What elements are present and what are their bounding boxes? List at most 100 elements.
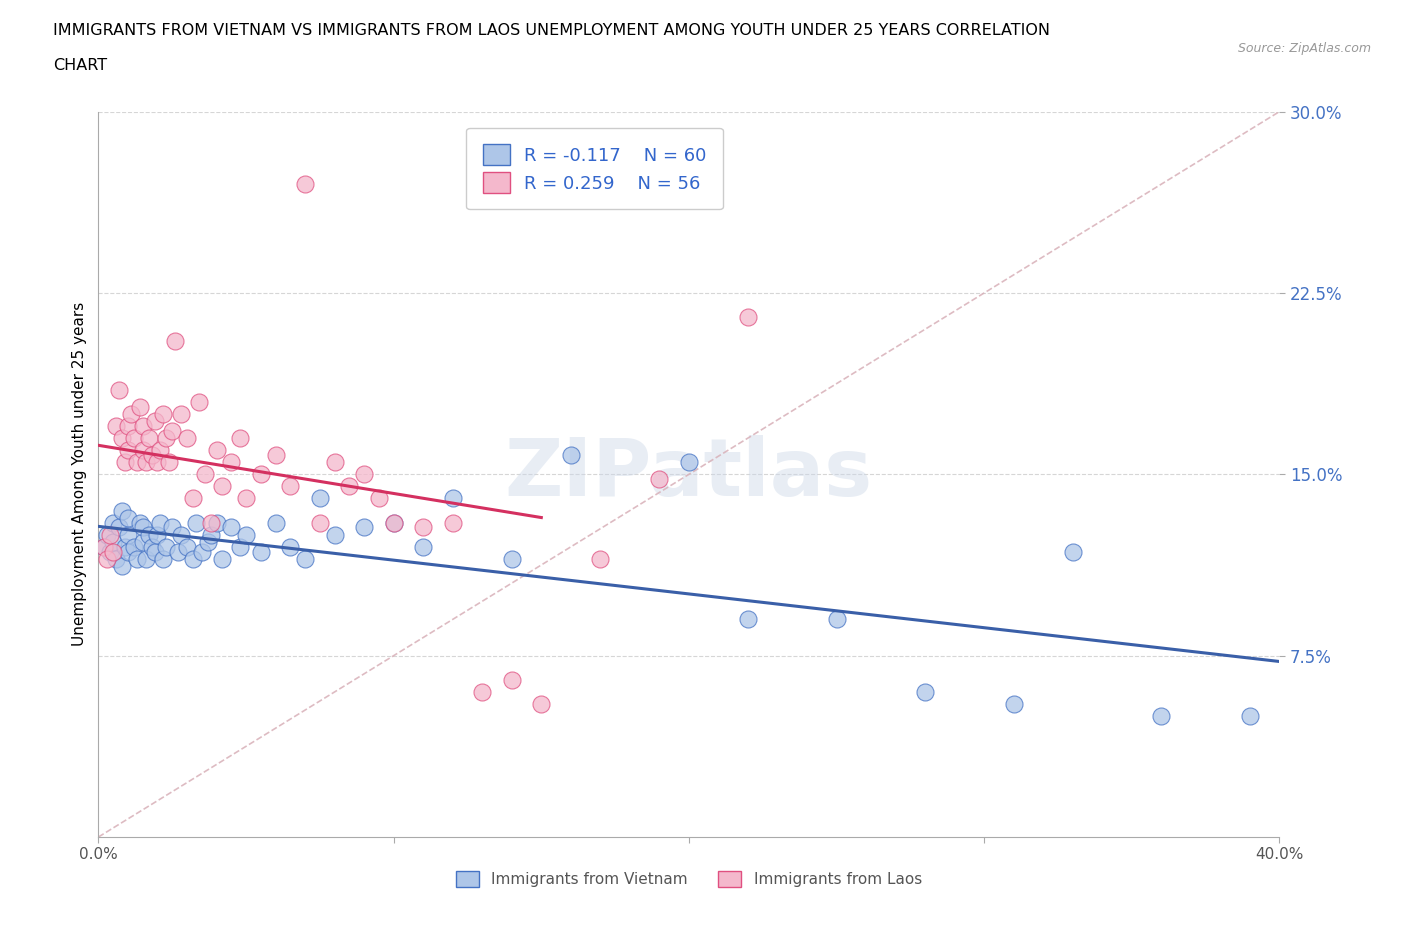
Point xyxy=(114,455,136,470)
Point xyxy=(309,515,332,530)
Point xyxy=(114,539,136,554)
Point xyxy=(117,418,139,433)
Point xyxy=(825,612,848,627)
Point xyxy=(103,535,125,550)
Point xyxy=(117,443,139,458)
Point xyxy=(264,447,287,462)
Point xyxy=(471,684,494,699)
Point xyxy=(108,520,131,535)
Point xyxy=(125,455,148,470)
Point xyxy=(93,539,115,554)
Point xyxy=(205,443,228,458)
Point xyxy=(353,520,375,535)
Point xyxy=(530,697,553,711)
Point xyxy=(146,455,169,470)
Point xyxy=(143,544,166,559)
Point xyxy=(103,515,125,530)
Point xyxy=(138,431,160,445)
Point xyxy=(221,455,243,470)
Point xyxy=(187,394,209,409)
Point xyxy=(117,511,139,525)
Point xyxy=(155,431,177,445)
Point xyxy=(152,406,174,421)
Point xyxy=(501,551,523,566)
Point xyxy=(143,414,166,429)
Point xyxy=(294,177,316,192)
Point xyxy=(132,535,155,550)
Point xyxy=(96,551,118,566)
Point xyxy=(170,406,193,421)
Point xyxy=(108,382,131,397)
Point xyxy=(155,539,177,554)
Text: IMMIGRANTS FROM VIETNAM VS IMMIGRANTS FROM LAOS UNEMPLOYMENT AMONG YOUTH UNDER 2: IMMIGRANTS FROM VIETNAM VS IMMIGRANTS FR… xyxy=(53,23,1050,38)
Point xyxy=(162,423,183,438)
Point xyxy=(211,479,233,494)
Point xyxy=(128,515,150,530)
Point xyxy=(678,455,700,470)
Point xyxy=(323,527,346,542)
Point xyxy=(250,467,273,482)
Point xyxy=(103,544,125,559)
Point xyxy=(120,406,142,421)
Point xyxy=(157,455,180,470)
Point xyxy=(117,527,139,542)
Point xyxy=(441,515,464,530)
Point xyxy=(235,491,257,506)
Point xyxy=(117,544,139,559)
Point xyxy=(280,479,302,494)
Point xyxy=(309,491,332,506)
Point xyxy=(229,431,252,445)
Point xyxy=(264,515,287,530)
Point xyxy=(181,551,204,566)
Point xyxy=(250,544,273,559)
Point xyxy=(280,539,302,554)
Point xyxy=(146,527,169,542)
Point xyxy=(197,535,219,550)
Point xyxy=(122,539,145,554)
Point xyxy=(323,455,346,470)
Legend: Immigrants from Vietnam, Immigrants from Laos: Immigrants from Vietnam, Immigrants from… xyxy=(449,863,929,895)
Text: CHART: CHART xyxy=(53,58,107,73)
Point xyxy=(1002,697,1025,711)
Point xyxy=(191,544,214,559)
Point xyxy=(914,684,936,699)
Point xyxy=(1239,709,1261,724)
Point xyxy=(184,515,207,530)
Point xyxy=(412,520,434,535)
Point xyxy=(152,551,174,566)
Point xyxy=(176,431,198,445)
Point xyxy=(93,539,115,554)
Point xyxy=(149,443,172,458)
Point xyxy=(353,467,375,482)
Point xyxy=(294,551,316,566)
Point xyxy=(165,334,187,349)
Point xyxy=(98,544,121,559)
Point xyxy=(441,491,464,506)
Point xyxy=(141,447,163,462)
Point xyxy=(135,551,157,566)
Point xyxy=(412,539,434,554)
Point xyxy=(105,551,128,566)
Text: Source: ZipAtlas.com: Source: ZipAtlas.com xyxy=(1237,42,1371,55)
Point xyxy=(648,472,671,486)
Point xyxy=(501,672,523,687)
Point xyxy=(105,418,128,433)
Point xyxy=(229,539,252,554)
Point xyxy=(122,431,145,445)
Point xyxy=(382,515,405,530)
Point xyxy=(135,455,157,470)
Point xyxy=(138,527,160,542)
Point xyxy=(170,527,193,542)
Point xyxy=(205,515,228,530)
Point xyxy=(98,527,121,542)
Point xyxy=(382,515,405,530)
Point xyxy=(1150,709,1173,724)
Point xyxy=(125,551,148,566)
Point xyxy=(111,503,134,518)
Point xyxy=(176,539,198,554)
Point xyxy=(235,527,257,542)
Point xyxy=(211,551,233,566)
Point xyxy=(200,527,222,542)
Point xyxy=(162,520,183,535)
Point xyxy=(128,399,150,414)
